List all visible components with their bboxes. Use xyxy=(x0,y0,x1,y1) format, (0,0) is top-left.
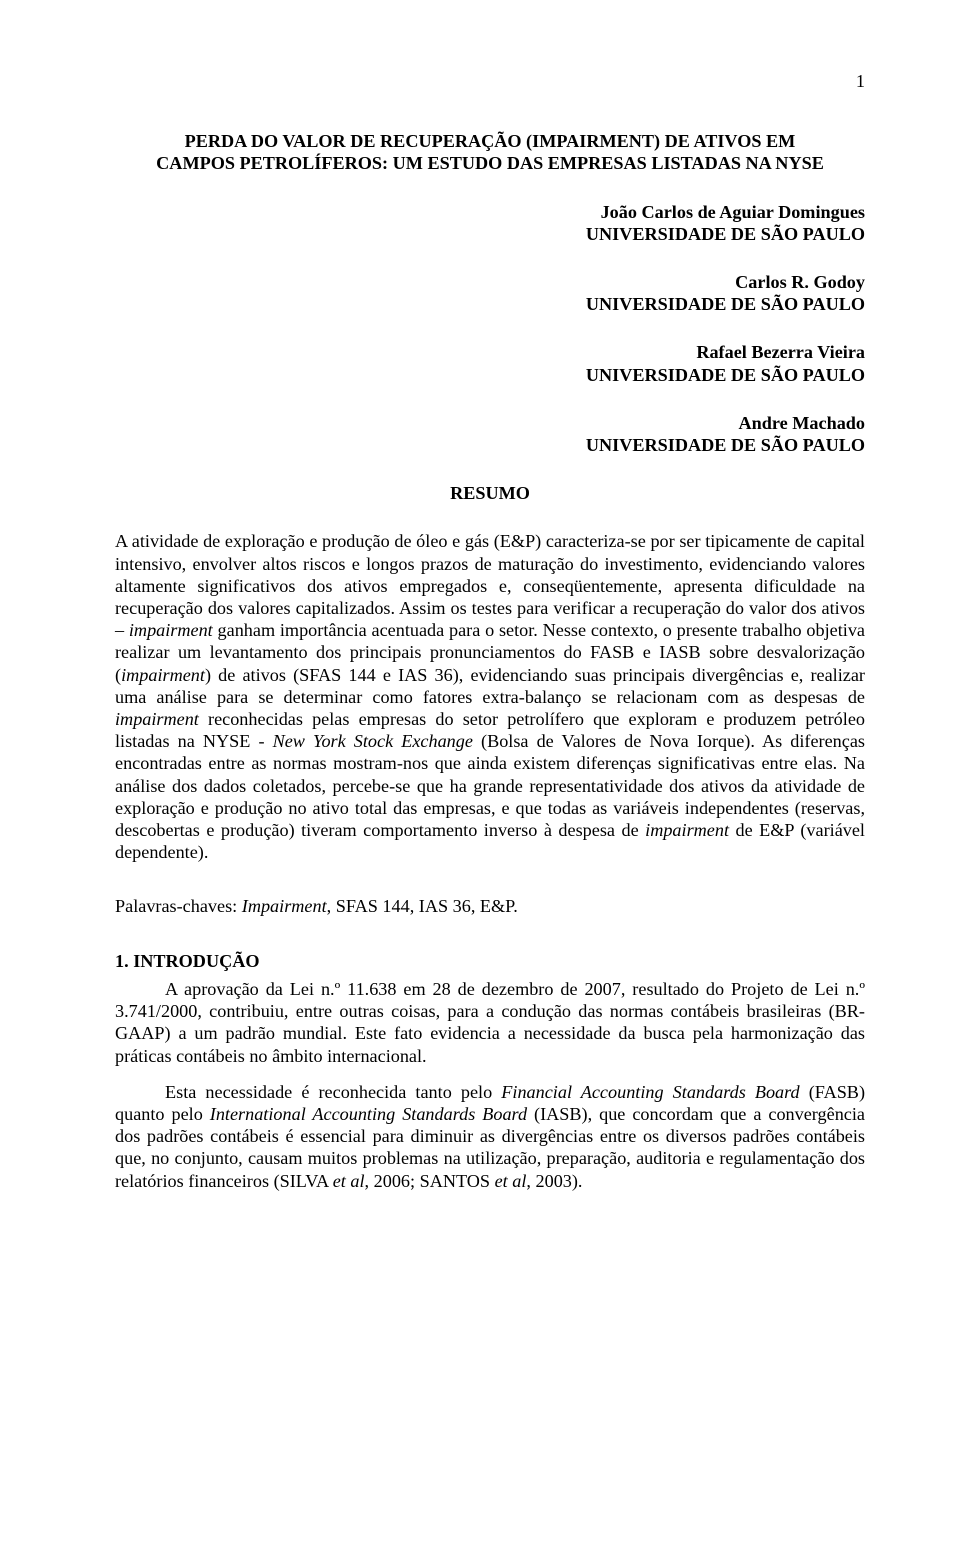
abstract-italic: impairment xyxy=(129,620,213,640)
abstract-italic: impairment xyxy=(121,665,205,685)
keywords-rest: , SFAS 144, IAS 36, E&P. xyxy=(327,896,518,916)
para2-part: , 2003). xyxy=(526,1171,582,1191)
abstract-italic: New York Stock Exchange xyxy=(273,731,473,751)
body-paragraph-2: Esta necessidade é reconhecida tanto pel… xyxy=(115,1081,865,1192)
abstract-heading: RESUMO xyxy=(115,482,865,504)
abstract-part: ) de ativos (SFAS 144 e IAS 36), evidenc… xyxy=(115,665,865,707)
abstract-italic: impairment xyxy=(115,709,199,729)
author-affiliation: UNIVERSIDADE DE SÃO PAULO xyxy=(586,435,865,455)
author-affiliation: UNIVERSIDADE DE SÃO PAULO xyxy=(586,224,865,244)
para2-italic: International Accounting Standards Board xyxy=(210,1104,527,1124)
page-number: 1 xyxy=(115,70,865,92)
author-affiliation: UNIVERSIDADE DE SÃO PAULO xyxy=(586,365,865,385)
author-block-2: Carlos R. Godoy UNIVERSIDADE DE SÃO PAUL… xyxy=(115,271,865,315)
para2-part: Esta necessidade é reconhecida tanto pel… xyxy=(165,1082,501,1102)
keywords-label: Palavras-chaves: xyxy=(115,896,242,916)
author-block-4: Andre Machado UNIVERSIDADE DE SÃO PAULO xyxy=(115,412,865,456)
author-affiliation: UNIVERSIDADE DE SÃO PAULO xyxy=(586,294,865,314)
author-block-3: Rafael Bezerra Vieira UNIVERSIDADE DE SÃ… xyxy=(115,341,865,385)
author-name: Carlos R. Godoy xyxy=(735,272,865,292)
para2-italic: et al xyxy=(495,1171,527,1191)
keywords-italic: Impairment xyxy=(242,896,327,916)
author-name: João Carlos de Aguiar Domingues xyxy=(601,202,865,222)
title-line-2: CAMPOS PETROLÍFEROS: UM ESTUDO DAS EMPRE… xyxy=(156,153,824,173)
author-block-1: João Carlos de Aguiar Domingues UNIVERSI… xyxy=(115,201,865,245)
abstract-italic: impairment xyxy=(645,820,729,840)
document-page: 1 PERDA DO VALOR DE RECUPERAÇÃO (IMPAIRM… xyxy=(0,0,960,1276)
author-name: Andre Machado xyxy=(739,413,865,433)
document-title: PERDA DO VALOR DE RECUPERAÇÃO (IMPAIRMEN… xyxy=(115,130,865,174)
para2-italic: Financial Accounting Standards Board xyxy=(501,1082,799,1102)
para2-part: , 2006; SANTOS xyxy=(365,1171,495,1191)
body-paragraph-1: A aprovação da Lei n.º 11.638 em 28 de d… xyxy=(115,978,865,1067)
author-name: Rafael Bezerra Vieira xyxy=(696,342,865,362)
keywords-line: Palavras-chaves: Impairment, SFAS 144, I… xyxy=(115,895,865,917)
title-line-1: PERDA DO VALOR DE RECUPERAÇÃO (IMPAIRMEN… xyxy=(185,131,796,151)
abstract-text: A atividade de exploração e produção de … xyxy=(115,530,865,863)
para2-italic: et al xyxy=(333,1171,365,1191)
section-heading-1: 1. INTRODUÇÃO xyxy=(115,950,865,972)
